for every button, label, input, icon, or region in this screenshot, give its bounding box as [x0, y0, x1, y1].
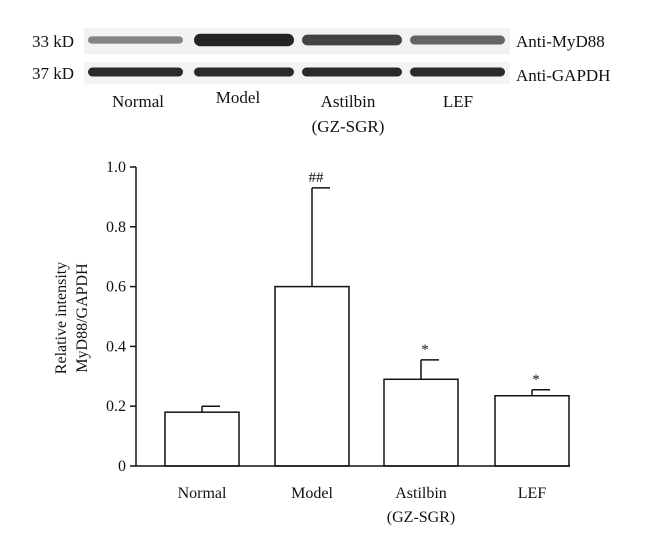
western-blot-panel: 33 kD 37 kD Anti-MyD88 Anti-GAPDH Normal…	[32, 28, 610, 136]
y-tick-label: 0.6	[106, 279, 126, 296]
x-tick-label: LEF	[518, 485, 547, 502]
blot-lane-label-astilbin: Astilbin	[321, 92, 376, 111]
significance-markers: ## * *	[309, 170, 540, 388]
blot-lane-label-model: Model	[216, 88, 261, 107]
blot-bands	[88, 33, 505, 77]
bar-chart: ## * * 0 0.2 0.4 0.6 0.8 1.0 Normal Model Astilbi…	[53, 159, 570, 526]
bars-group	[164, 285, 570, 467]
bar	[383, 378, 459, 467]
blot-size-label-1: 33 kD	[32, 32, 74, 51]
x-tick-label: Normal	[178, 485, 227, 502]
y-tick-label: 0.8	[106, 219, 126, 236]
y-ticks-group: 0 0.2 0.4 0.6 0.8 1.0	[106, 159, 136, 475]
y-axis-title-line1: Relative intensity	[53, 262, 70, 374]
blot-band	[302, 67, 402, 77]
blot-band	[302, 34, 402, 46]
y-axis-title-line2: MyD88/GAPDH	[74, 263, 91, 373]
blot-size-label-2: 37 kD	[32, 64, 74, 83]
blot-band	[194, 67, 294, 77]
blot-lane-label-lef: LEF	[443, 92, 473, 111]
y-tick-label: 0.2	[106, 398, 126, 415]
y-tick-label: 0	[118, 458, 126, 475]
bar	[164, 411, 240, 467]
blot-lane-label-astilbin-2: (GZ-SGR)	[312, 117, 385, 136]
significance-marker: *	[421, 342, 429, 358]
blot-band	[410, 67, 505, 77]
blot-band	[194, 33, 294, 47]
blot-antibody-label-2: Anti-GAPDH	[516, 66, 610, 85]
blot-band	[88, 67, 183, 77]
significance-marker: *	[532, 372, 540, 388]
blot-lane-label-normal: Normal	[112, 92, 164, 111]
significance-marker: ##	[309, 170, 325, 186]
y-tick-label: 1.0	[106, 159, 126, 176]
blot-antibody-label-1: Anti-MyD88	[516, 32, 605, 51]
error-bars-group	[201, 187, 550, 413]
x-tick-label: Astilbin	[395, 485, 447, 502]
bar	[494, 394, 570, 467]
blot-band	[410, 35, 505, 45]
blot-band	[88, 36, 183, 44]
y-tick-label: 0.4	[106, 338, 126, 355]
blot-strip-gapdh	[84, 62, 510, 84]
x-tick-label-line2: (GZ-SGR)	[387, 509, 455, 526]
x-ticks-group: Normal Model Astilbin (GZ-SGR) LEF	[178, 485, 547, 526]
x-tick-label: Model	[291, 485, 333, 502]
bar	[274, 285, 350, 467]
